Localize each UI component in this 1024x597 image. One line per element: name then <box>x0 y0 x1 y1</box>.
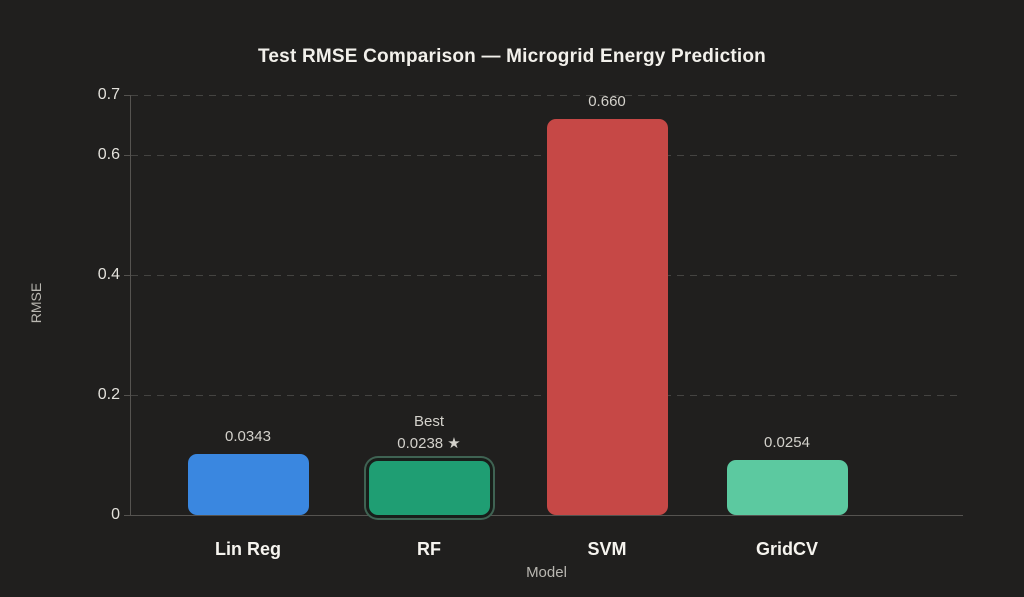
x-tick-label-gridcv: GridCV <box>755 539 818 559</box>
best-annotation: Best <box>413 412 444 430</box>
y-tick-label: 0.6 <box>97 146 120 163</box>
x-tick-label-rf: RF <box>417 539 441 559</box>
chart-title: Test RMSE Comparison — Microgrid Energy … <box>258 46 766 67</box>
value-label-gridcv: 0.0254 <box>764 433 810 451</box>
bar-gridcv <box>726 459 848 515</box>
bar-rf <box>368 460 490 515</box>
bar-svm <box>546 119 668 515</box>
y-tick-mark <box>124 95 130 96</box>
y-tick-mark <box>124 515 130 516</box>
value-label-svm: 0.660 <box>588 93 626 110</box>
bar-lin-reg <box>187 454 309 515</box>
y-axis-line <box>130 95 131 516</box>
y-tick-mark <box>124 395 130 396</box>
x-tick-label-lin-reg: Lin Reg <box>215 539 281 559</box>
y-tick-label: 0.2 <box>97 386 120 403</box>
x-axis-line <box>130 515 963 516</box>
x-tick-label-svm: SVM <box>587 539 627 559</box>
best-value-with-star-icon: 0.0238 ★ <box>397 434 461 452</box>
value-label-rf: Best 0.0238 ★ <box>329 411 529 455</box>
value-label-lin-reg: 0.0343 <box>225 428 271 446</box>
y-tick-label: 0 <box>111 506 120 523</box>
y-tick-label: 0.7 <box>97 86 120 103</box>
y-tick-label: 0.4 <box>97 266 120 283</box>
y-tick-mark <box>124 275 130 276</box>
gridline <box>131 95 963 96</box>
x-axis-label: Model <box>526 564 567 581</box>
y-tick-mark <box>124 155 130 156</box>
